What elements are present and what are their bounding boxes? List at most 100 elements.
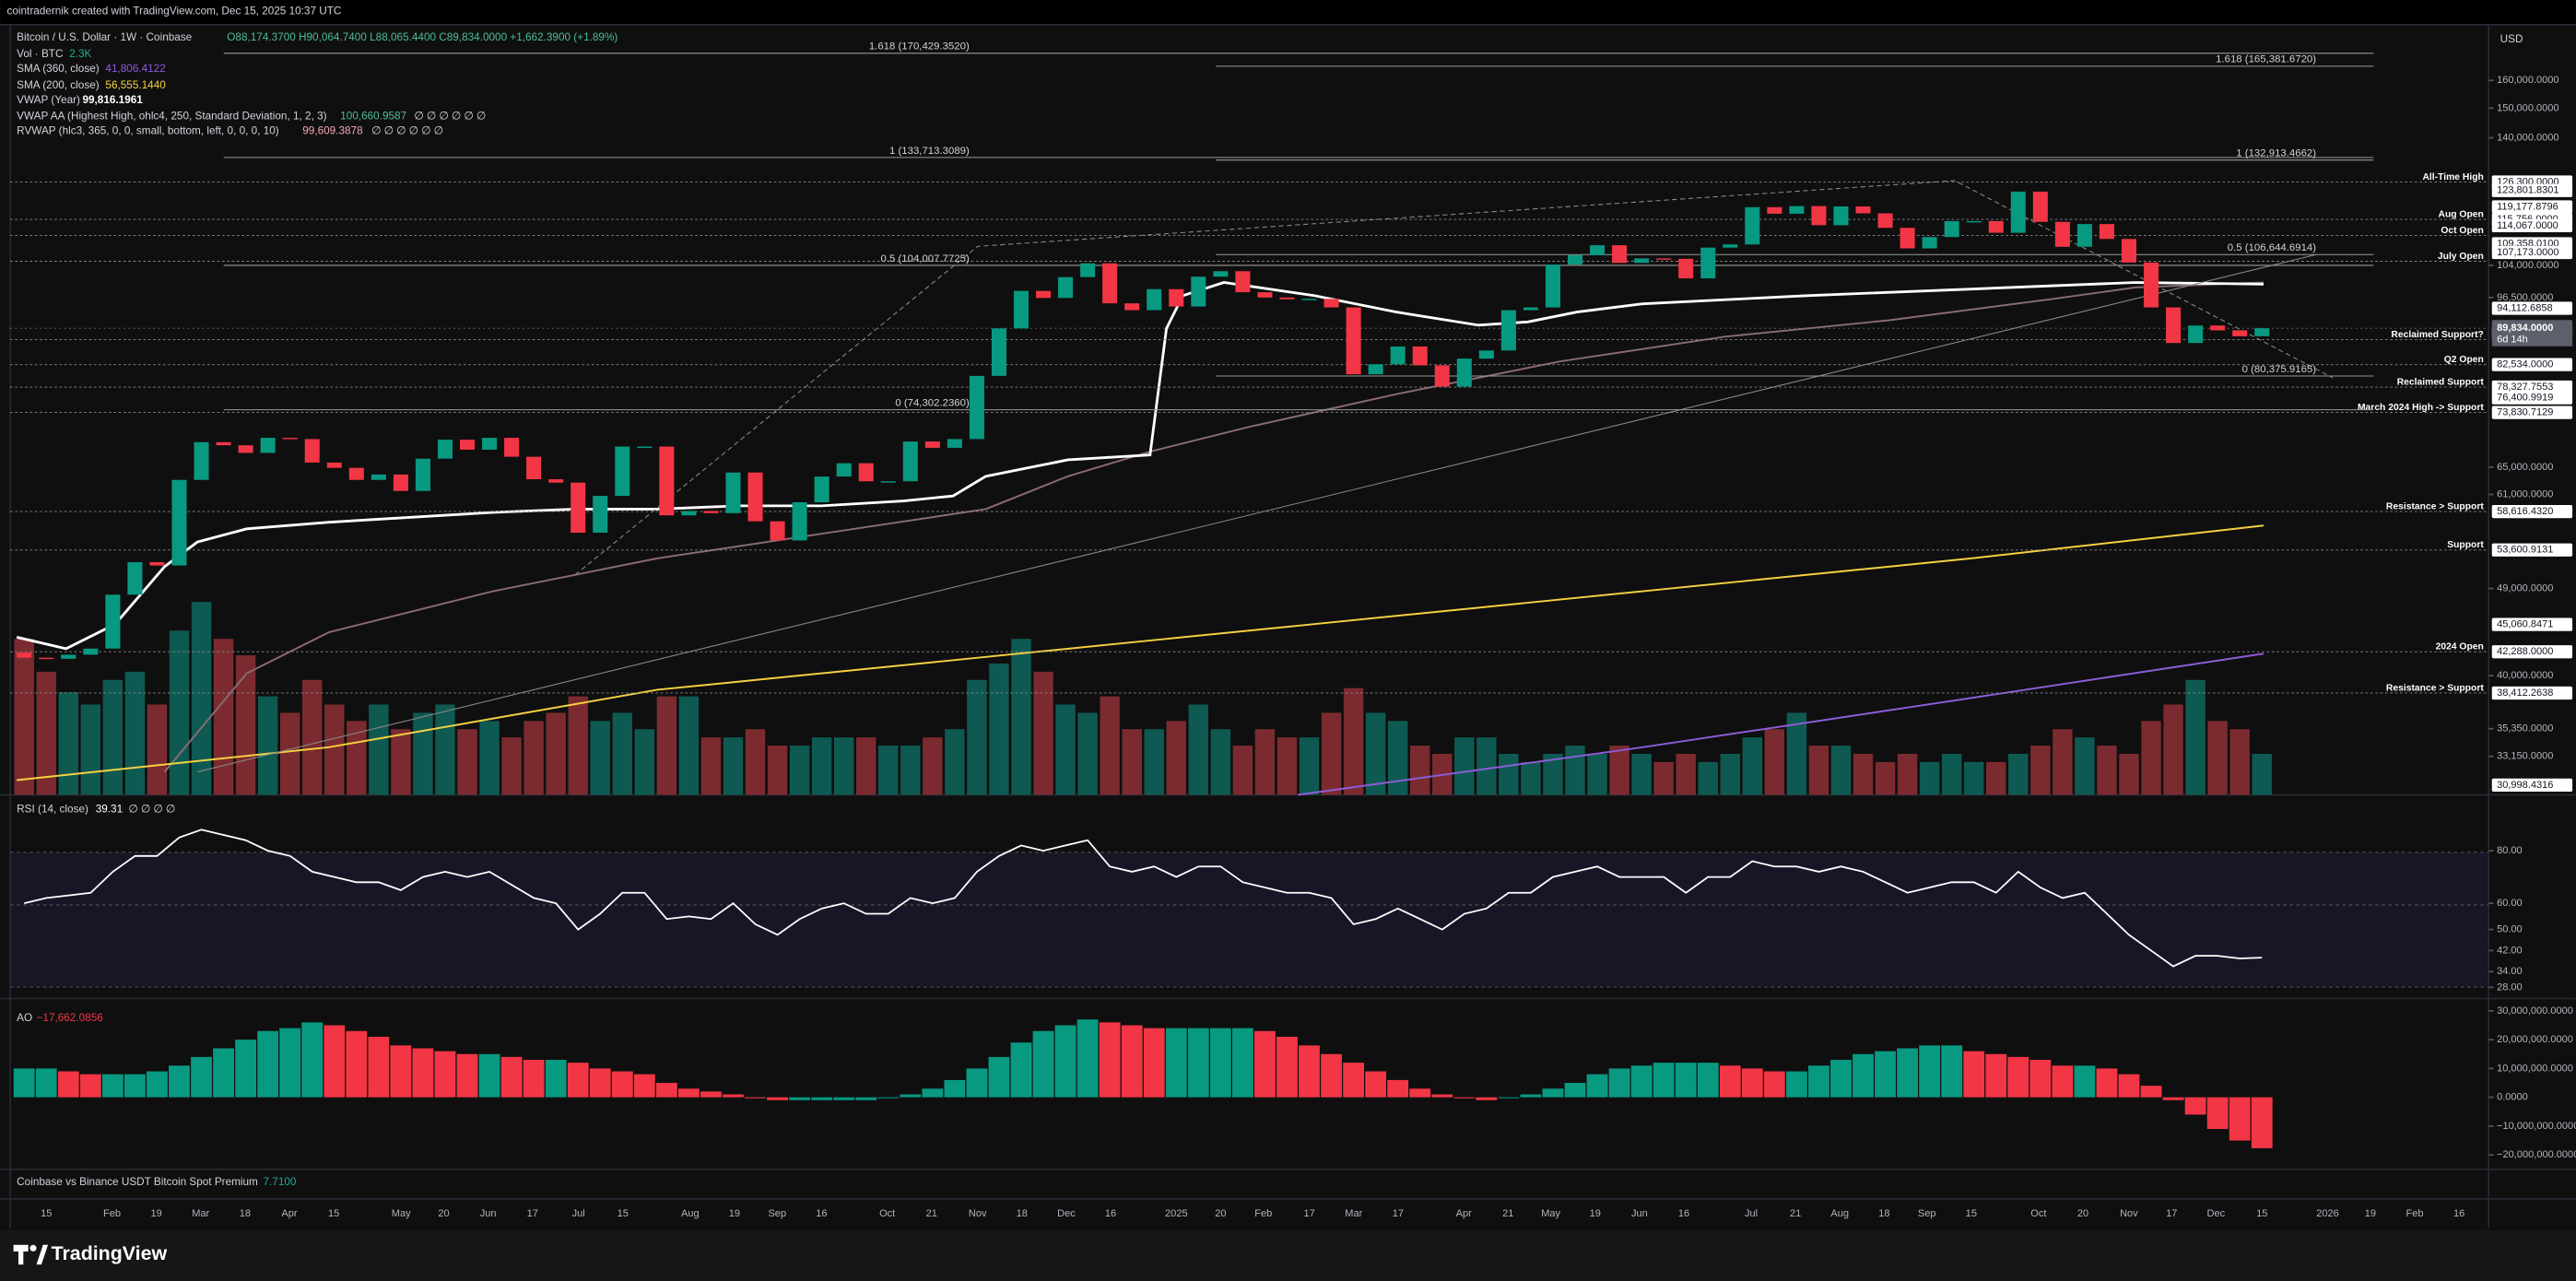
ao-bar <box>1254 1030 1276 1098</box>
candle <box>526 456 542 480</box>
volume-bar <box>1210 729 1231 795</box>
ao-bar <box>1165 1028 1187 1098</box>
candle <box>2188 325 2204 344</box>
volume-bar <box>900 746 921 795</box>
ao-bar <box>1409 1088 1431 1098</box>
candle <box>1922 237 1937 249</box>
volume-bar <box>1122 729 1142 795</box>
price-tick-label: 150,000.0000 <box>2497 102 2558 113</box>
price-axis: 160,000.0000 150,000.0000 140,000.0000 104,… <box>2488 75 2573 793</box>
candle <box>1346 307 1361 375</box>
candle <box>1612 245 1628 264</box>
ao-bar <box>611 1071 633 1098</box>
volume-bar <box>1543 753 1563 795</box>
time-label: Mar <box>1345 1208 1362 1219</box>
volume-bar <box>546 712 566 795</box>
volume-bar <box>833 737 854 795</box>
candle <box>1567 254 1583 265</box>
time-label: May <box>392 1208 411 1219</box>
candle <box>1811 206 1827 226</box>
time-label: 20 <box>1215 1208 1226 1219</box>
price-tag <box>2491 645 2573 659</box>
volume-bar <box>279 712 300 795</box>
ao-bar <box>1209 1028 1231 1098</box>
ao-bar <box>1498 1097 1520 1099</box>
time-label: Jun <box>480 1208 497 1219</box>
price-tag <box>2491 504 2573 519</box>
ao-bar <box>1719 1065 1741 1098</box>
volume-bar <box>2229 729 2250 795</box>
candle <box>2232 330 2248 336</box>
candle <box>1944 220 1959 238</box>
price-tag-label: 42,288.0000 <box>2497 646 2553 657</box>
time-label: Nov <box>969 1208 987 1219</box>
candle <box>858 463 874 482</box>
ao-bar <box>567 1063 589 1098</box>
fib-label: 0.5 (106,644.6914) <box>2228 242 2316 253</box>
ao-bar <box>2251 1097 2273 1148</box>
volume-bar <box>1299 737 1320 795</box>
time-label: Nov <box>2120 1208 2138 1219</box>
time-label: 15 <box>1966 1208 1977 1219</box>
brand: TradingView <box>52 1242 168 1264</box>
ao-name: AO <box>17 1012 32 1024</box>
legend-symbol: Bitcoin / U.S. Dollar · 1W · Coinbase <box>17 31 192 43</box>
legend-vwapaa: VWAP AA (Highest High, ohlc4, 250, Stand… <box>17 111 326 123</box>
time-label: 15 <box>328 1208 339 1219</box>
volume-bar <box>1144 729 1164 795</box>
price-tick-label: 61,000.0000 <box>2497 488 2553 499</box>
ao-bar <box>1697 1063 1719 1098</box>
level-label: 2024 Open <box>2436 642 2484 652</box>
ao-bar <box>1919 1045 1941 1098</box>
candle <box>1966 220 1982 223</box>
legend-vwapaa-value: 100,660.9587 <box>340 111 406 123</box>
ao-bar <box>1741 1068 1763 1098</box>
ao-bar <box>191 1056 212 1098</box>
volume-bar <box>1055 704 1076 795</box>
candle <box>1767 206 1782 214</box>
time-label: Sep <box>1918 1208 1936 1219</box>
time-label: Feb <box>1254 1208 1272 1219</box>
volume-bar <box>413 712 433 795</box>
ao-bar <box>877 1097 900 1099</box>
ao-bar <box>1321 1053 1342 1098</box>
ao-bar <box>1365 1071 1387 1098</box>
candle <box>127 561 143 595</box>
level-label: Aug Open <box>2438 209 2483 219</box>
candle <box>1900 228 1915 249</box>
ao-bar <box>279 1028 301 1098</box>
volume-bar <box>1609 746 1629 795</box>
price-tag-label: 76,400.9919 <box>2497 393 2553 404</box>
ao-bar <box>2007 1056 2029 1098</box>
volume-bar <box>789 746 810 795</box>
ao-bar <box>1985 1053 2007 1098</box>
price-tag <box>2491 391 2573 405</box>
ao-bar <box>1875 1051 1896 1098</box>
premium-value: 7.7100 <box>264 1176 297 1188</box>
ao-bar <box>1121 1025 1143 1098</box>
legend-rvwap-rest: ∅ ∅ ∅ ∅ ∅ ∅ <box>371 125 443 137</box>
candle <box>1456 358 1472 387</box>
ao-bar <box>2140 1086 2162 1098</box>
volume-bar <box>14 639 34 795</box>
candle <box>2144 262 2159 308</box>
candle <box>703 511 719 513</box>
currency: USD <box>2500 33 2523 45</box>
candle <box>1102 263 1118 304</box>
ao-bar <box>589 1068 611 1098</box>
legend-rvwap-value: 99,609.3878 <box>302 125 363 137</box>
volume-bar <box>2207 721 2228 795</box>
fib-label: 1.618 (170,429.3520) <box>869 41 970 53</box>
volume-bar <box>1321 712 1342 795</box>
time-label: 20 <box>2077 1208 2088 1219</box>
ao-bar <box>412 1048 434 1098</box>
ao-bar <box>1187 1028 1209 1098</box>
ao-bar <box>988 1056 1010 1098</box>
legend-vwap: VWAP (Year) <box>17 94 80 106</box>
ao-bar <box>966 1068 988 1098</box>
time-label: Jul <box>1745 1208 1758 1219</box>
candles-layer <box>17 191 2270 660</box>
candle <box>2032 191 2048 222</box>
candle <box>615 446 630 497</box>
volume-bar <box>2097 746 2117 795</box>
